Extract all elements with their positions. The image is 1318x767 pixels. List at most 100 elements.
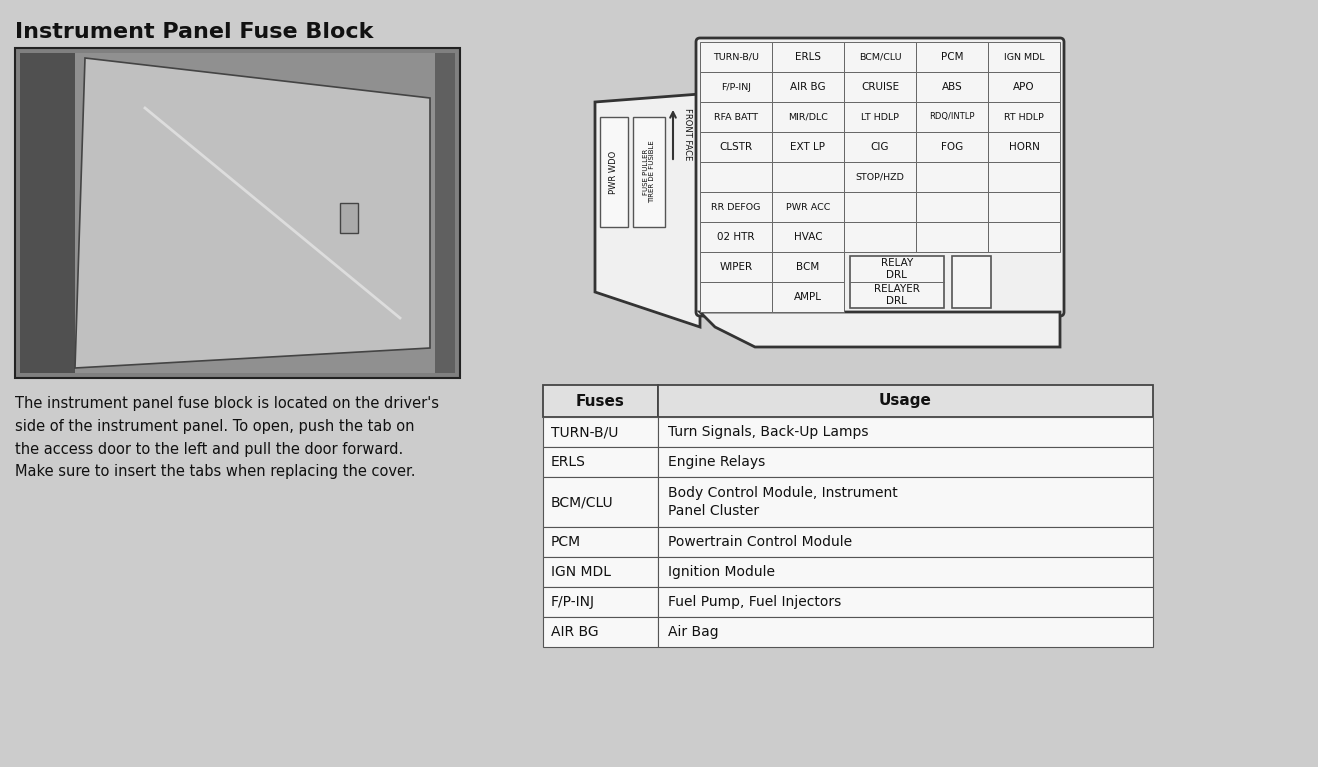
Text: RELAY
DRL: RELAY DRL: [880, 258, 913, 280]
Text: RDQ/INTLP: RDQ/INTLP: [929, 113, 975, 121]
Text: RELAYER
DRL: RELAYER DRL: [874, 284, 920, 306]
Text: ERLS: ERLS: [795, 52, 821, 62]
Text: FUSE PULLER
TIRER DE FUSIBLE: FUSE PULLER TIRER DE FUSIBLE: [642, 140, 655, 203]
Text: BCM: BCM: [796, 262, 820, 272]
Bar: [772, 102, 844, 132]
Polygon shape: [75, 58, 430, 368]
Bar: [844, 162, 916, 192]
Text: RR DEFOG: RR DEFOG: [712, 202, 760, 212]
Bar: [844, 72, 916, 102]
Text: STOP/HZD: STOP/HZD: [855, 173, 904, 182]
Text: FOG: FOG: [941, 142, 963, 152]
Bar: [916, 162, 988, 192]
Text: Powertrain Control Module: Powertrain Control Module: [668, 535, 853, 549]
Bar: [844, 192, 916, 222]
Bar: [658, 557, 1153, 587]
Text: Air Bag: Air Bag: [668, 625, 718, 639]
Text: CLSTR: CLSTR: [720, 142, 753, 152]
Bar: [543, 587, 658, 617]
Text: Body Control Module, Instrument
Panel Cluster: Body Control Module, Instrument Panel Cl…: [668, 486, 898, 518]
Bar: [658, 385, 1153, 417]
Bar: [844, 222, 916, 252]
Text: Engine Relays: Engine Relays: [668, 455, 766, 469]
Bar: [772, 42, 844, 72]
Bar: [543, 385, 658, 417]
Bar: [772, 72, 844, 102]
Text: LT HDLP: LT HDLP: [861, 113, 899, 121]
Bar: [988, 102, 1060, 132]
Text: Turn Signals, Back-Up Lamps: Turn Signals, Back-Up Lamps: [668, 425, 869, 439]
Text: RFA BATT: RFA BATT: [714, 113, 758, 121]
Bar: [700, 282, 772, 312]
Bar: [988, 72, 1060, 102]
Text: CIG: CIG: [871, 142, 890, 152]
Text: AMPL: AMPL: [793, 292, 822, 302]
Bar: [340, 203, 358, 233]
Bar: [844, 132, 916, 162]
Text: AIR BG: AIR BG: [551, 625, 598, 639]
Bar: [916, 102, 988, 132]
Bar: [600, 117, 627, 227]
Bar: [916, 132, 988, 162]
FancyBboxPatch shape: [696, 38, 1064, 316]
Bar: [543, 477, 658, 527]
Text: TURN-B/U: TURN-B/U: [551, 425, 618, 439]
Text: RT HDLP: RT HDLP: [1004, 113, 1044, 121]
Bar: [543, 557, 658, 587]
Bar: [658, 417, 1153, 447]
Text: IGN MDL: IGN MDL: [551, 565, 612, 579]
Text: APO: APO: [1014, 82, 1035, 92]
Polygon shape: [700, 312, 1060, 347]
Bar: [658, 527, 1153, 557]
Text: ABS: ABS: [941, 82, 962, 92]
Bar: [916, 192, 988, 222]
Bar: [772, 192, 844, 222]
Text: Fuses: Fuses: [576, 393, 625, 409]
Text: PCM: PCM: [551, 535, 581, 549]
Bar: [543, 527, 658, 557]
Bar: [772, 282, 844, 312]
Bar: [543, 617, 658, 647]
Text: EXT LP: EXT LP: [791, 142, 825, 152]
Bar: [916, 72, 988, 102]
Text: WIPER: WIPER: [720, 262, 753, 272]
Text: CRUISE: CRUISE: [861, 82, 899, 92]
Text: ERLS: ERLS: [551, 455, 587, 469]
Bar: [988, 192, 1060, 222]
Bar: [20, 53, 455, 373]
Bar: [772, 132, 844, 162]
Bar: [20, 53, 75, 373]
Text: The instrument panel fuse block is located on the driver's
side of the instrumen: The instrument panel fuse block is locat…: [14, 396, 439, 479]
Bar: [916, 42, 988, 72]
Text: BCM/CLU: BCM/CLU: [551, 495, 614, 509]
Bar: [435, 53, 455, 373]
Bar: [658, 587, 1153, 617]
Bar: [658, 477, 1153, 527]
Bar: [988, 222, 1060, 252]
Text: IGN MDL: IGN MDL: [1004, 52, 1044, 61]
Text: Usage: Usage: [879, 393, 932, 409]
Text: F/P-INJ: F/P-INJ: [551, 595, 594, 609]
Bar: [700, 192, 772, 222]
Text: Instrument Panel Fuse Block: Instrument Panel Fuse Block: [14, 22, 373, 42]
Bar: [772, 222, 844, 252]
Text: MIR/DLC: MIR/DLC: [788, 113, 828, 121]
Text: 02 HTR: 02 HTR: [717, 232, 755, 242]
Bar: [700, 162, 772, 192]
Bar: [952, 256, 991, 308]
Bar: [988, 162, 1060, 192]
Text: BCM/CLU: BCM/CLU: [859, 52, 902, 61]
Bar: [658, 447, 1153, 477]
Text: Ignition Module: Ignition Module: [668, 565, 775, 579]
Bar: [988, 132, 1060, 162]
Bar: [700, 42, 772, 72]
Text: HVAC: HVAC: [793, 232, 822, 242]
Bar: [633, 117, 666, 227]
Text: FRONT FACE: FRONT FACE: [683, 108, 692, 160]
Bar: [772, 162, 844, 192]
Bar: [543, 417, 658, 447]
Bar: [700, 102, 772, 132]
Bar: [700, 252, 772, 282]
Bar: [916, 222, 988, 252]
Text: Fuel Pump, Fuel Injectors: Fuel Pump, Fuel Injectors: [668, 595, 841, 609]
